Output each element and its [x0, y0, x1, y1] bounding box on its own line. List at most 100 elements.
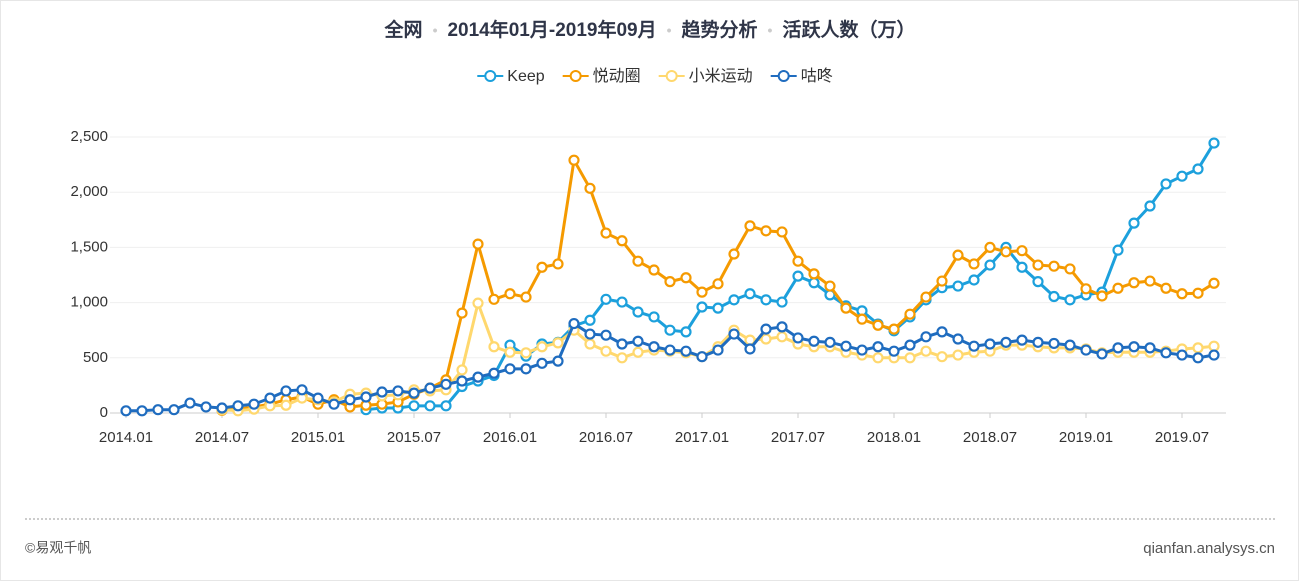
data-point	[536, 261, 548, 273]
data-point	[792, 255, 804, 267]
data-point	[472, 238, 484, 250]
title-separator: •	[433, 22, 438, 38]
data-point	[504, 346, 516, 358]
data-point	[872, 319, 884, 331]
data-point	[408, 400, 420, 412]
data-point	[1064, 263, 1076, 275]
data-point	[760, 323, 772, 335]
data-point	[936, 275, 948, 287]
data-point	[840, 302, 852, 314]
data-point	[1112, 342, 1124, 354]
data-point	[424, 382, 436, 394]
data-point	[632, 306, 644, 318]
data-point	[1144, 342, 1156, 354]
data-point	[728, 294, 740, 306]
title-separator: •	[768, 22, 773, 38]
data-point	[1160, 178, 1172, 190]
data-point	[216, 402, 228, 414]
data-point	[1176, 349, 1188, 361]
data-point	[600, 293, 612, 305]
data-point	[888, 323, 900, 335]
data-point	[248, 398, 260, 410]
legend-marker	[569, 70, 582, 82]
data-point	[1080, 344, 1092, 356]
x-tick-label: 2018.07	[963, 429, 1017, 446]
data-point	[280, 399, 292, 411]
data-point	[488, 367, 500, 379]
data-point	[456, 375, 468, 387]
legend-marker	[665, 70, 678, 82]
data-point	[872, 341, 884, 353]
data-point	[1016, 334, 1028, 346]
data-point	[920, 345, 932, 357]
data-point	[968, 274, 980, 286]
data-point	[952, 249, 964, 261]
data-point	[1192, 352, 1204, 364]
x-tick-label: 2015.07	[387, 429, 441, 446]
data-point	[344, 394, 356, 406]
data-point	[600, 345, 612, 357]
data-point	[952, 333, 964, 345]
data-point	[680, 345, 692, 357]
data-point	[1208, 340, 1220, 352]
data-point	[1080, 283, 1092, 295]
legend-marker	[484, 70, 497, 82]
data-point	[712, 344, 724, 356]
data-point	[552, 337, 564, 349]
data-point	[1208, 349, 1220, 361]
data-point	[1192, 163, 1204, 175]
data-point	[1128, 341, 1140, 353]
data-point	[1096, 290, 1108, 302]
data-point	[856, 344, 868, 356]
data-point	[328, 398, 340, 410]
data-point	[168, 404, 180, 416]
legend-label: 悦动圈	[593, 67, 641, 85]
data-point	[1032, 336, 1044, 348]
data-point	[1048, 290, 1060, 303]
data-point	[536, 341, 548, 353]
data-point	[376, 386, 388, 398]
x-tick-label: 2014.01	[99, 429, 153, 446]
data-point	[456, 307, 468, 319]
data-point	[712, 278, 724, 290]
data-point	[1048, 337, 1060, 350]
data-point	[648, 311, 660, 323]
data-point	[1192, 342, 1204, 354]
data-point	[1016, 261, 1028, 273]
data-point	[904, 308, 916, 320]
data-point	[152, 404, 164, 416]
data-point	[1000, 246, 1012, 258]
data-point	[552, 355, 564, 367]
legend-item: 悦动圈	[562, 67, 641, 85]
data-point	[616, 296, 628, 308]
y-tick-label: 1,000	[70, 294, 108, 311]
y-tick-label: 2,500	[70, 128, 108, 145]
legend-label: 小米运动	[689, 67, 753, 85]
data-point	[1160, 282, 1172, 294]
data-point	[1016, 245, 1028, 257]
data-point	[728, 328, 740, 340]
y-tick-label: 500	[83, 349, 108, 366]
data-point	[264, 392, 276, 404]
data-point	[600, 329, 612, 341]
data-point	[824, 280, 836, 292]
data-point	[968, 340, 980, 352]
data-point	[664, 324, 676, 336]
data-point	[744, 288, 756, 300]
data-point	[120, 405, 132, 417]
data-point	[632, 335, 644, 347]
legend-label: Keep	[507, 68, 544, 85]
data-point	[488, 293, 500, 305]
data-point	[408, 387, 420, 399]
legend-marker	[777, 70, 790, 82]
data-point	[520, 363, 532, 375]
data-point	[680, 326, 692, 338]
data-point	[904, 339, 916, 351]
data-point	[744, 220, 756, 232]
data-point	[776, 321, 788, 333]
x-tick-label: 2018.01	[867, 429, 921, 446]
data-point	[568, 317, 580, 330]
data-point	[568, 154, 580, 166]
data-point	[1176, 170, 1188, 182]
